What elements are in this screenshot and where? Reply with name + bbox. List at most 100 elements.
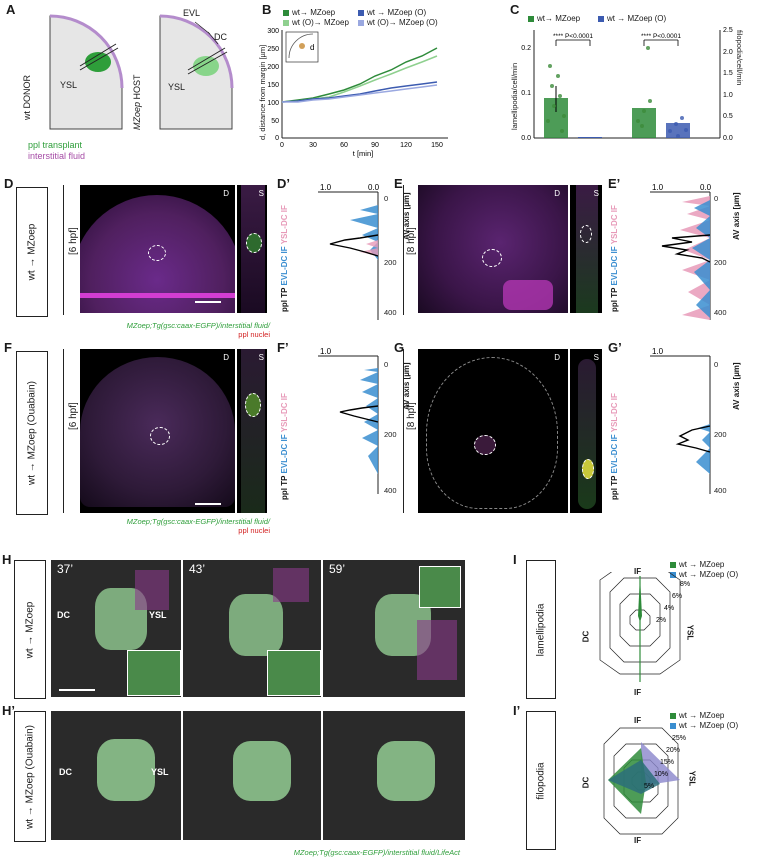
svg-text:15%: 15% [660, 759, 674, 766]
svg-text:**** P<0.0001: **** P<0.0001 [553, 33, 593, 40]
legend-b-1: wt→ MZoep [283, 8, 335, 17]
timelapse-h2-3 [323, 711, 465, 840]
svg-text:0.5: 0.5 [723, 113, 733, 120]
svg-text:0.0: 0.0 [521, 135, 531, 142]
micrograph-f-side: S [237, 349, 267, 513]
panel-label-c: C [510, 2, 520, 17]
profile-e2-avlabel: AV axis [µm] [732, 192, 741, 240]
svg-text:4%: 4% [664, 605, 674, 612]
ysl-label-donor: YSL [60, 80, 78, 90]
caption-h: MZoep;Tg(gsc:caax-EGFP)/interstitial flu… [293, 848, 460, 857]
radar-i2: 25% 20% 15% 10% 5% [603, 727, 686, 835]
panel-a-schematic [49, 14, 234, 130]
stage-g: [8 hpf] [406, 402, 417, 430]
divider-d [63, 185, 64, 315]
panel-label-g: G [394, 340, 405, 355]
radar-i2-left: DC [581, 776, 591, 789]
svg-text:6%: 6% [672, 593, 682, 600]
svg-text:0: 0 [280, 142, 284, 149]
legend-fluid: interstitial fluid [28, 151, 86, 161]
panel-label-h: H [2, 552, 12, 567]
timelapse-h-1: 37’ DC YSL [51, 560, 181, 697]
svg-text:0.1: 0.1 [521, 90, 531, 97]
svg-text:150: 150 [267, 82, 279, 89]
svg-text:1.5: 1.5 [723, 70, 733, 77]
caption-d: MZoep;Tg(gsc:caax-EGFP)/interstitial flu… [126, 321, 270, 339]
panel-label-d: D [4, 176, 14, 191]
svg-text:1.0: 1.0 [652, 183, 664, 192]
timelapse-h-3: 59’ [323, 560, 465, 697]
condition-h: wt → MZoep [14, 560, 46, 699]
title-i2: filopodia [526, 711, 556, 850]
divider-e [403, 185, 404, 315]
profile-g2-avlabel: AV axis [µm] [732, 362, 741, 410]
svg-text:0.2: 0.2 [521, 45, 531, 52]
svg-text:2%: 2% [656, 617, 666, 624]
svg-text:**** P<0.0001: **** P<0.0001 [641, 33, 681, 40]
radar-i: 8% 6% 4% 2% [599, 572, 690, 682]
micrograph-d-dorsal: D [80, 185, 235, 313]
svg-text:1.0: 1.0 [320, 183, 332, 192]
b-xlabel: t [min] [353, 149, 373, 158]
svg-text:d: d [310, 43, 314, 52]
panel-label-e: E [394, 176, 403, 191]
svg-text:0.0: 0.0 [368, 183, 380, 192]
micrograph-g-side: S [570, 349, 602, 513]
svg-text:2.0: 2.0 [723, 49, 733, 56]
b-y-ticks: 0 50 100 150 200 250 300 [267, 28, 279, 142]
panel-label-a: A [6, 2, 16, 17]
stage-d: [6 hpf] [68, 227, 79, 255]
legend-i-1: wt → MZoep [670, 560, 724, 569]
legend-c-2: wt → MZoep (O) [598, 14, 666, 23]
timelapse-h2-1: DC YSL [51, 711, 181, 840]
svg-text:50: 50 [271, 118, 279, 125]
legend-b-2: wt → MZoep (O) [358, 8, 426, 17]
legend-b-3: wt (O)→ MZoep [283, 18, 349, 27]
svg-text:5%: 5% [644, 783, 654, 790]
svg-text:0.0: 0.0 [700, 183, 712, 192]
panel-c-chart: 0.0 0.1 0.2 0.0 0.5 1.0 1.5 2.0 2.5 ****… [521, 27, 733, 142]
svg-text:1.0: 1.0 [652, 347, 664, 356]
profile-d2: 1.0 0.0 [318, 183, 380, 320]
timelapse-h2-2 [183, 711, 321, 840]
profile-e2: 1.0 0.0 [650, 183, 712, 320]
micrograph-f-dorsal: D [80, 349, 235, 513]
panel-label-b: B [262, 2, 272, 17]
panel-label-h2: H’ [2, 703, 15, 718]
panel-label-i: I [513, 552, 517, 567]
stage-e: [8 hpf] [406, 227, 417, 255]
micrograph-e-dorsal: D [418, 185, 568, 313]
svg-text:0: 0 [275, 135, 279, 142]
legend-i2-1: wt → MZoep [670, 711, 724, 720]
profile-g2: 1.0 [650, 347, 711, 494]
svg-text:10%: 10% [654, 771, 668, 778]
b-ylabel: d, distance from margin [µm] [258, 44, 267, 140]
micrograph-g-dorsal: D [418, 349, 568, 513]
radar-i-left: DC [581, 630, 591, 643]
svg-text:8%: 8% [680, 581, 690, 588]
timelapse-h-2: 43’ [183, 560, 321, 697]
profile-f2-sidelabel: ppl TP EVL-DC IF YSL-DC IF [280, 393, 289, 500]
svg-text:25%: 25% [672, 735, 686, 742]
svg-text:90: 90 [371, 142, 379, 149]
condition-f: wt → MZoep (Ouabain) [16, 351, 48, 515]
svg-text:20%: 20% [666, 747, 680, 754]
svg-text:30: 30 [309, 142, 317, 149]
host-transplant [193, 56, 219, 76]
divider-f [63, 349, 64, 513]
profile-e2-sidelabel: ppl TP EVL-DC IF YSL-DC IF [610, 205, 619, 312]
caption-f: MZoep;Tg(gsc:caax-EGFP)/interstitial flu… [126, 517, 270, 535]
panel-label-g2: G’ [608, 340, 622, 355]
profile-f2: 1.0 [318, 347, 379, 494]
panel-label-f: F [4, 340, 12, 355]
radar-i2-top: IF [634, 716, 642, 725]
panel-label-f2: F’ [277, 340, 289, 355]
svg-text:100: 100 [267, 100, 279, 107]
panel-b-chart: 0 50 100 150 200 250 300 0 30 60 90 120 … [267, 28, 448, 158]
divider-g [403, 349, 404, 513]
svg-text:200: 200 [267, 64, 279, 71]
c-ylabel-left: lamellipodia/cell/min [510, 62, 519, 130]
radar-i-right: YSL [685, 624, 695, 641]
radar-i2-right: YSL [687, 770, 697, 787]
svg-text:250: 250 [267, 46, 279, 53]
